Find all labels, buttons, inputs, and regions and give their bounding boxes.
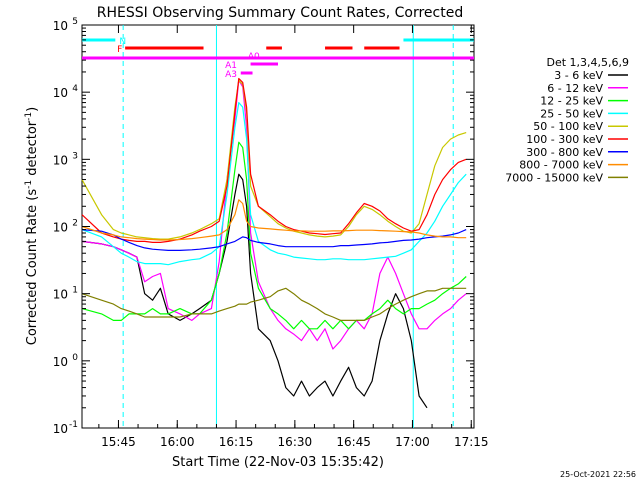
y-axis-label-sup2: -1 xyxy=(24,112,34,121)
y-axis-label-mid: detector xyxy=(25,120,40,180)
y-axis-label-sup1: -1 xyxy=(24,180,34,189)
legend-label-7: 800 - 7000 keV xyxy=(519,159,603,172)
legend-title: Det 1,3,4,5,6,9 xyxy=(546,56,629,69)
y-tick-exp-6: 5 xyxy=(72,17,78,27)
series-line-8 xyxy=(81,287,467,321)
legend-label-2: 12 - 25 keV xyxy=(540,95,603,108)
y-tick-label-4: 10 xyxy=(53,153,68,167)
svg-text:Corrected Count Rate (s-1 dete: Corrected Count Rate (s-1 detector-1) xyxy=(24,107,40,345)
attenuator-label-1: A1 xyxy=(225,61,237,71)
y-axis-label-main: Corrected Count Rate (s xyxy=(25,189,40,346)
y-axis-label: Corrected Count Rate (s-1 detector-1) xyxy=(24,107,40,345)
series-line-1 xyxy=(81,79,467,350)
series-line-5 xyxy=(81,77,467,243)
y-tick-label-3: 10 xyxy=(53,221,68,235)
x-tick-label-1: 16:00 xyxy=(160,435,195,449)
y-tick-label-5: 10 xyxy=(53,86,68,100)
y-axis-label-end: ) xyxy=(25,107,40,112)
series-line-3 xyxy=(81,102,467,266)
legend-label-6: 300 - 800 keV xyxy=(526,146,603,159)
legend-label-8: 7000 - 15000 keV xyxy=(505,171,603,184)
legend-label-1: 6 - 12 keV xyxy=(547,82,603,95)
series-layer xyxy=(81,77,467,409)
y-tick-exp-1: 0 xyxy=(72,353,78,363)
series-line-0 xyxy=(81,173,428,409)
footer-timestamp: 25-Oct-2021 22:56 xyxy=(560,470,636,479)
y-tick-label-2: 10 xyxy=(53,288,68,302)
x-tick-label-4: 16:45 xyxy=(336,435,371,449)
x-axis-label: Start Time (22-Nov-03 15:35:42) xyxy=(172,455,384,470)
series-line-4 xyxy=(81,79,467,240)
series-line-2 xyxy=(81,141,467,330)
event-lines xyxy=(122,25,454,428)
attenuator-label-0: A0 xyxy=(248,52,260,62)
series-line-7 xyxy=(81,199,467,241)
x-tick-label-5: 17:00 xyxy=(395,435,430,449)
y-tick-label-6: 10 xyxy=(53,19,68,33)
x-axis: 15:45 16:00 16:15 16:30 16:45 17:00 17:15 xyxy=(98,25,489,449)
x-tick-label-6: 17:15 xyxy=(454,435,489,449)
x-tick-label-3: 16:30 xyxy=(278,435,313,449)
x-tick-label-0: 15:45 xyxy=(101,435,136,449)
y-tick-label-1: 10 xyxy=(53,355,68,369)
state-bar-label-0: N xyxy=(119,37,126,47)
y-tick-exp-3: 2 xyxy=(72,219,78,229)
y-tick-exp-0: -1 xyxy=(69,420,78,430)
y-tick-exp-5: 4 xyxy=(72,84,78,94)
y-tick-exp-4: 3 xyxy=(72,151,78,161)
attenuator-label-2: A3 xyxy=(225,70,237,80)
x-tick-label-2: 16:15 xyxy=(219,435,254,449)
y-tick-exp-2: 1 xyxy=(72,286,78,296)
series-line-6 xyxy=(81,229,467,251)
y-tick-label-0: 10 xyxy=(53,422,68,436)
legend-label-4: 50 - 100 keV xyxy=(533,120,603,133)
legend-label-5: 100 - 300 keV xyxy=(526,133,603,146)
state-bar-label-1: F xyxy=(117,45,122,55)
legend-label-0: 3 - 6 keV xyxy=(554,69,603,82)
chart-title: RHESSI Observing Summary Count Rates, Co… xyxy=(97,5,463,21)
state-bars: NF xyxy=(82,37,474,75)
legend-label-3: 25 - 50 keV xyxy=(540,107,603,120)
